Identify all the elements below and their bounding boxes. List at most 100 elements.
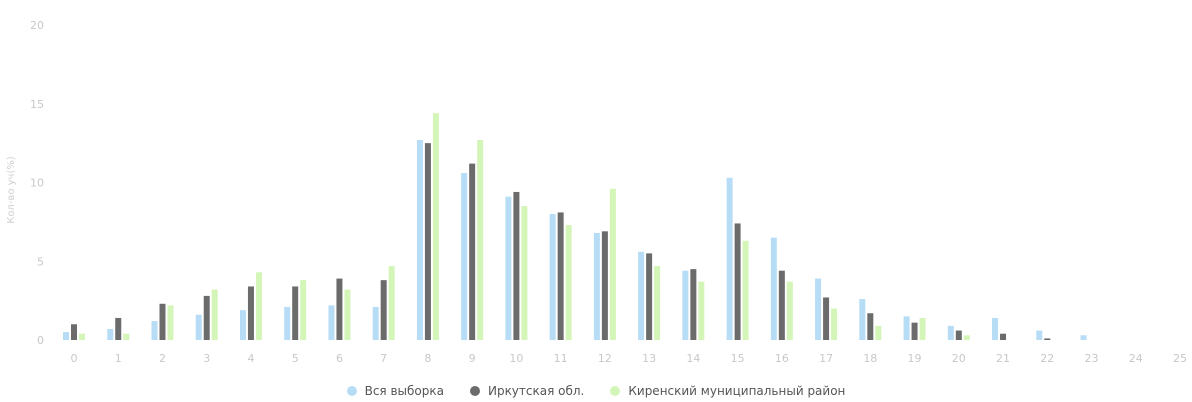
bar-1-5[interactable] [292, 286, 299, 340]
x-tick-label: 8 [424, 352, 431, 365]
bar-0-2[interactable] [151, 321, 158, 340]
bar-1-13[interactable] [646, 253, 653, 340]
bar-1-18[interactable] [867, 313, 874, 340]
x-tick-label: 7 [380, 352, 387, 365]
x-tick-label: 20 [952, 352, 966, 365]
bar-2-14[interactable] [698, 281, 705, 340]
legend: Вся выборка Иркутская обл. Киренский мун… [0, 381, 1192, 401]
x-tick-label: 17 [819, 352, 833, 365]
x-tick-label: 15 [731, 352, 745, 365]
bar-0-5[interactable] [284, 306, 291, 340]
x-tick-label: 10 [509, 352, 523, 365]
bar-2-8[interactable] [432, 113, 439, 340]
bar-2-15[interactable] [742, 240, 749, 340]
bar-2-6[interactable] [344, 289, 351, 340]
bar-1-14[interactable] [690, 269, 697, 340]
bar-1-8[interactable] [424, 143, 431, 340]
bar-2-3[interactable] [211, 289, 218, 340]
x-tick-label: 4 [247, 352, 254, 365]
x-tick-label: 23 [1085, 352, 1099, 365]
legend-item-irkutsk[interactable]: Иркутская обл. [469, 384, 585, 398]
bar-2-7[interactable] [388, 265, 395, 340]
bar-1-11[interactable] [557, 212, 564, 340]
bar-0-8[interactable] [416, 139, 423, 340]
bar-2-9[interactable] [477, 139, 484, 340]
bar-1-3[interactable] [203, 295, 210, 340]
bar-1-19[interactable] [911, 322, 918, 340]
bar-2-0[interactable] [79, 333, 85, 340]
bar-2-13[interactable] [654, 265, 661, 340]
bar-1-1[interactable] [115, 317, 122, 340]
bar-0-13[interactable] [638, 251, 645, 340]
bar-1-16[interactable] [778, 270, 785, 340]
bar-0-15[interactable] [726, 177, 733, 340]
bar-0-4[interactable] [239, 310, 246, 340]
bar-0-0[interactable] [63, 332, 69, 340]
bar-0-12[interactable] [593, 232, 600, 340]
bar-0-18[interactable] [859, 299, 866, 340]
bar-0-19[interactable] [903, 316, 910, 340]
bar-2-12[interactable] [609, 188, 616, 340]
bar-1-21[interactable] [1000, 333, 1007, 340]
x-tick-label: 1 [115, 352, 122, 365]
bar-2-10[interactable] [521, 206, 528, 340]
bar-1-20[interactable] [955, 330, 962, 340]
bar-0-23[interactable] [1080, 335, 1087, 340]
bar-2-17[interactable] [831, 308, 838, 341]
x-tick-label: 9 [469, 352, 476, 365]
bar-0-21[interactable] [992, 317, 999, 340]
y-tick-label: 15 [30, 98, 44, 111]
bar-1-9[interactable] [469, 163, 476, 340]
bar-1-2[interactable] [159, 303, 166, 340]
bar-0-11[interactable] [549, 214, 556, 340]
bar-1-17[interactable] [823, 297, 830, 340]
bar-2-1[interactable] [123, 333, 130, 340]
bar-1-12[interactable] [601, 231, 608, 340]
x-tick-label: 16 [775, 352, 789, 365]
bar-2-16[interactable] [786, 281, 793, 340]
bar-0-14[interactable] [682, 270, 689, 340]
bar-1-7[interactable] [380, 280, 387, 340]
legend-item-all[interactable]: Вся выборка [346, 384, 444, 398]
bar-2-20[interactable] [963, 335, 970, 340]
bar-1-15[interactable] [734, 223, 741, 340]
bar-1-4[interactable] [247, 286, 254, 340]
bar-1-10[interactable] [513, 191, 520, 340]
legend-irkutsk-swatch [469, 386, 480, 396]
bar-0-9[interactable] [461, 173, 468, 340]
legend-item-kirensk[interactable]: Киренский муниципальный район [610, 384, 845, 398]
y-axis-label: Кол-во уч(%) [6, 156, 17, 224]
x-tick-label: 13 [642, 352, 656, 365]
bar-0-3[interactable] [195, 314, 202, 340]
legend-irkutsk-label: Иркутская обл. [487, 384, 585, 398]
bar-2-4[interactable] [255, 272, 262, 340]
bar-0-1[interactable] [107, 328, 114, 340]
bar-1-0[interactable] [71, 324, 77, 340]
bar-2-18[interactable] [875, 325, 882, 340]
y-tick-label: 5 [37, 255, 44, 268]
bar-2-19[interactable] [919, 317, 926, 340]
bar-1-22[interactable] [1044, 338, 1051, 340]
legend-kirensk-swatch [610, 386, 621, 396]
bar-0-20[interactable] [947, 325, 954, 340]
x-tick-label: 24 [1129, 352, 1143, 365]
bar-0-17[interactable] [815, 278, 822, 340]
bar-0-7[interactable] [372, 306, 379, 340]
x-tick-label: 19 [908, 352, 922, 365]
y-tick-label: 10 [30, 177, 44, 190]
bar-2-11[interactable] [565, 225, 572, 340]
x-tick-label: 6 [336, 352, 343, 365]
legend-all-label: Вся выборка [364, 384, 444, 398]
x-tick-label: 22 [1040, 352, 1054, 365]
y-tick-label: 0 [37, 334, 44, 347]
bar-0-22[interactable] [1036, 330, 1043, 340]
legend-all-swatch [346, 386, 357, 396]
bar-0-6[interactable] [328, 305, 335, 340]
bar-0-16[interactable] [770, 237, 777, 340]
bar-2-2[interactable] [167, 305, 174, 340]
bar-1-6[interactable] [336, 278, 343, 340]
bar-0-10[interactable] [505, 196, 512, 340]
bar-2-5[interactable] [300, 280, 307, 340]
legend-kirensk-label: Киренский муниципальный район [628, 384, 846, 398]
